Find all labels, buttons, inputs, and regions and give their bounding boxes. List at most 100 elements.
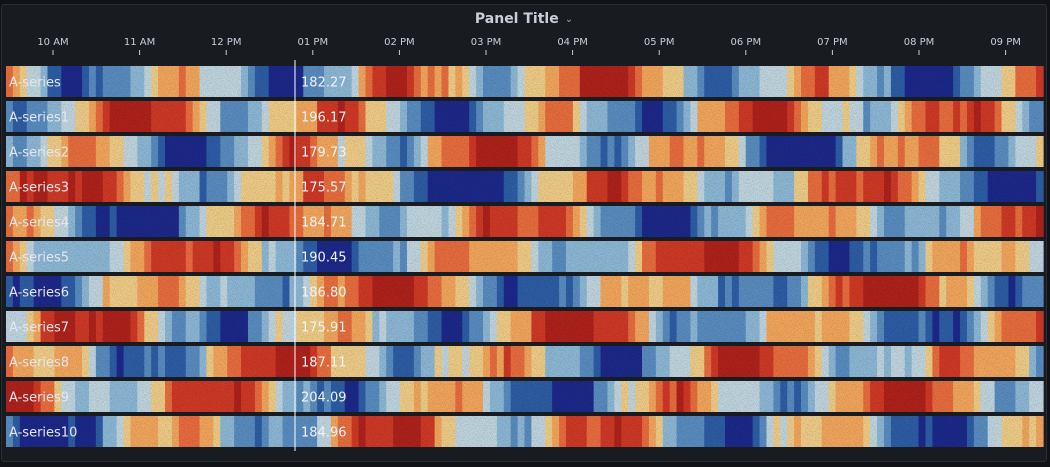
heatmap-cell — [980, 346, 989, 377]
heatmap-cell — [600, 311, 609, 342]
heatmap-cell — [890, 311, 899, 342]
heatmap-cell — [801, 381, 809, 412]
heatmap-cell — [40, 136, 49, 167]
heatmap-cell — [261, 416, 270, 447]
heatmap-cell — [330, 346, 339, 377]
heatmap-cell — [842, 66, 851, 97]
heatmap-cell — [807, 136, 816, 167]
heatmap-cell — [1029, 241, 1037, 272]
heatmap-cell — [1029, 66, 1037, 97]
x-tick-label: 07 PM — [817, 37, 848, 48]
heatmap-cell — [835, 276, 844, 307]
heatmap-cell — [890, 206, 899, 237]
heatmap-cell — [828, 416, 837, 447]
heatmap-cell — [75, 206, 83, 237]
heatmap-cell — [268, 276, 277, 307]
heatmap-cell — [317, 136, 325, 167]
heatmap-cell — [344, 101, 353, 132]
heatmap-cell — [662, 311, 671, 342]
heatmap-cell — [621, 206, 629, 237]
heatmap-cell — [503, 276, 512, 307]
heatmap-cell — [863, 66, 871, 97]
heatmap-cell — [26, 381, 35, 412]
heatmap-cell — [462, 346, 470, 377]
heatmap-cell — [960, 276, 968, 307]
heatmap-cell — [642, 66, 650, 97]
heatmap-cell — [648, 66, 657, 97]
heatmap-cell — [358, 311, 367, 342]
heatmap-cell — [483, 101, 491, 132]
heatmap-cell — [483, 206, 491, 237]
heatmap-cell — [648, 346, 657, 377]
heatmap-cell — [724, 66, 733, 97]
heatmap-cell — [697, 171, 705, 202]
chevron-down-icon[interactable]: ⌄ — [564, 13, 574, 25]
heatmap-cell — [904, 311, 913, 342]
heatmap-cell — [213, 136, 221, 167]
heatmap-cell — [165, 311, 173, 342]
heatmap-cell — [759, 136, 768, 167]
heatmap-cell — [330, 241, 339, 272]
heatmap-cell — [19, 346, 28, 377]
heatmap-cell — [759, 416, 768, 447]
heatmap-cell — [296, 136, 304, 167]
heatmap-cell — [877, 206, 885, 237]
series-label: A-series5 — [9, 251, 69, 266]
series-label: A-series9 — [9, 391, 69, 406]
heatmap-cell — [358, 346, 367, 377]
heatmap-cell — [469, 101, 477, 132]
heatmap-cell — [697, 66, 705, 97]
heatmap-cell — [33, 311, 42, 342]
heatmap-cell — [462, 206, 470, 237]
heatmap-cell — [552, 241, 560, 272]
heatmap-cell — [220, 416, 228, 447]
heatmap-cell — [559, 276, 567, 307]
heatmap-cell — [303, 346, 311, 377]
heatmap-cell — [870, 416, 878, 447]
heatmap-cell — [1029, 171, 1037, 202]
heatmap-cell — [317, 171, 325, 202]
heatmap-cell — [199, 381, 208, 412]
heatmap-cell — [531, 241, 539, 272]
heatmap-cell — [247, 416, 256, 447]
heatmap-cell — [282, 241, 291, 272]
heatmap-cell — [344, 171, 353, 202]
heatmap-cell — [1022, 101, 1030, 132]
heatmap-cell — [1008, 66, 1016, 97]
heatmap-cell — [171, 276, 180, 307]
heatmap-cell — [559, 101, 567, 132]
heatmap-cell — [241, 136, 249, 167]
heatmap-cell — [386, 241, 394, 272]
heatmap-cell — [144, 311, 152, 342]
panel-header[interactable]: Panel Title ⌄ — [2, 5, 1046, 33]
heatmap-cell — [911, 136, 920, 167]
heatmap-cell — [607, 66, 615, 97]
heatmap-cell — [648, 206, 657, 237]
heatmap-cell — [19, 136, 28, 167]
heatmap-cell — [372, 66, 380, 97]
heatmap-cell — [517, 416, 526, 447]
heatmap-cell — [828, 136, 837, 167]
heatmap-cell — [565, 416, 574, 447]
heatmap-cell — [973, 101, 982, 132]
heatmap-cell — [766, 346, 774, 377]
heatmap-cell — [379, 416, 387, 447]
heatmap-cell — [662, 416, 671, 447]
heatmap-cell — [434, 416, 443, 447]
heatmap-cell — [683, 206, 692, 237]
heatmap-cell — [393, 381, 401, 412]
heatmap-cell — [448, 276, 456, 307]
heatmap-cell — [241, 381, 249, 412]
heatmap-cell — [40, 311, 49, 342]
heatmap-cell — [296, 241, 304, 272]
heatmap-cell — [227, 66, 235, 97]
heatmap-cell — [33, 276, 42, 307]
series-value-label: 184.96 — [301, 426, 347, 441]
heatmap-cell — [413, 346, 422, 377]
heatmap-cell — [61, 101, 69, 132]
panel-title[interactable]: Panel Title — [474, 11, 559, 27]
heatmap-cell — [261, 311, 270, 342]
heatmap-cell — [178, 241, 187, 272]
heatmap-cell — [877, 101, 885, 132]
heatmap-cell — [455, 346, 463, 377]
